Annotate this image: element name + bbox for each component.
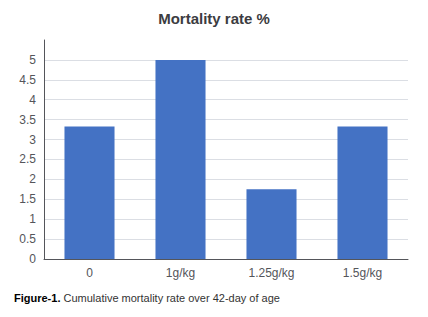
svg-text:4: 4 — [29, 93, 36, 107]
svg-text:1.5: 1.5 — [19, 192, 36, 206]
svg-text:0: 0 — [29, 252, 36, 266]
svg-text:1.25g/kg: 1.25g/kg — [248, 266, 294, 280]
svg-text:1.5g/kg: 1.5g/kg — [343, 266, 382, 280]
svg-text:5: 5 — [29, 53, 36, 67]
svg-text:Mortality rate %: Mortality rate % — [158, 10, 270, 27]
svg-text:3: 3 — [29, 133, 36, 147]
svg-text:2: 2 — [29, 172, 36, 186]
svg-text:Cumulative mortality rate over: Cumulative mortality rate over 42-day of… — [60, 292, 280, 304]
svg-text:0.5: 0.5 — [19, 232, 36, 246]
svg-text:1g/kg: 1g/kg — [166, 266, 195, 280]
svg-text:Figure-1.: Figure-1. — [14, 292, 60, 304]
svg-text:4.5: 4.5 — [19, 73, 36, 87]
svg-text:1: 1 — [29, 212, 36, 226]
svg-text:0: 0 — [86, 266, 93, 280]
svg-text:3.5: 3.5 — [19, 113, 36, 127]
svg-text:2.5: 2.5 — [19, 152, 36, 166]
